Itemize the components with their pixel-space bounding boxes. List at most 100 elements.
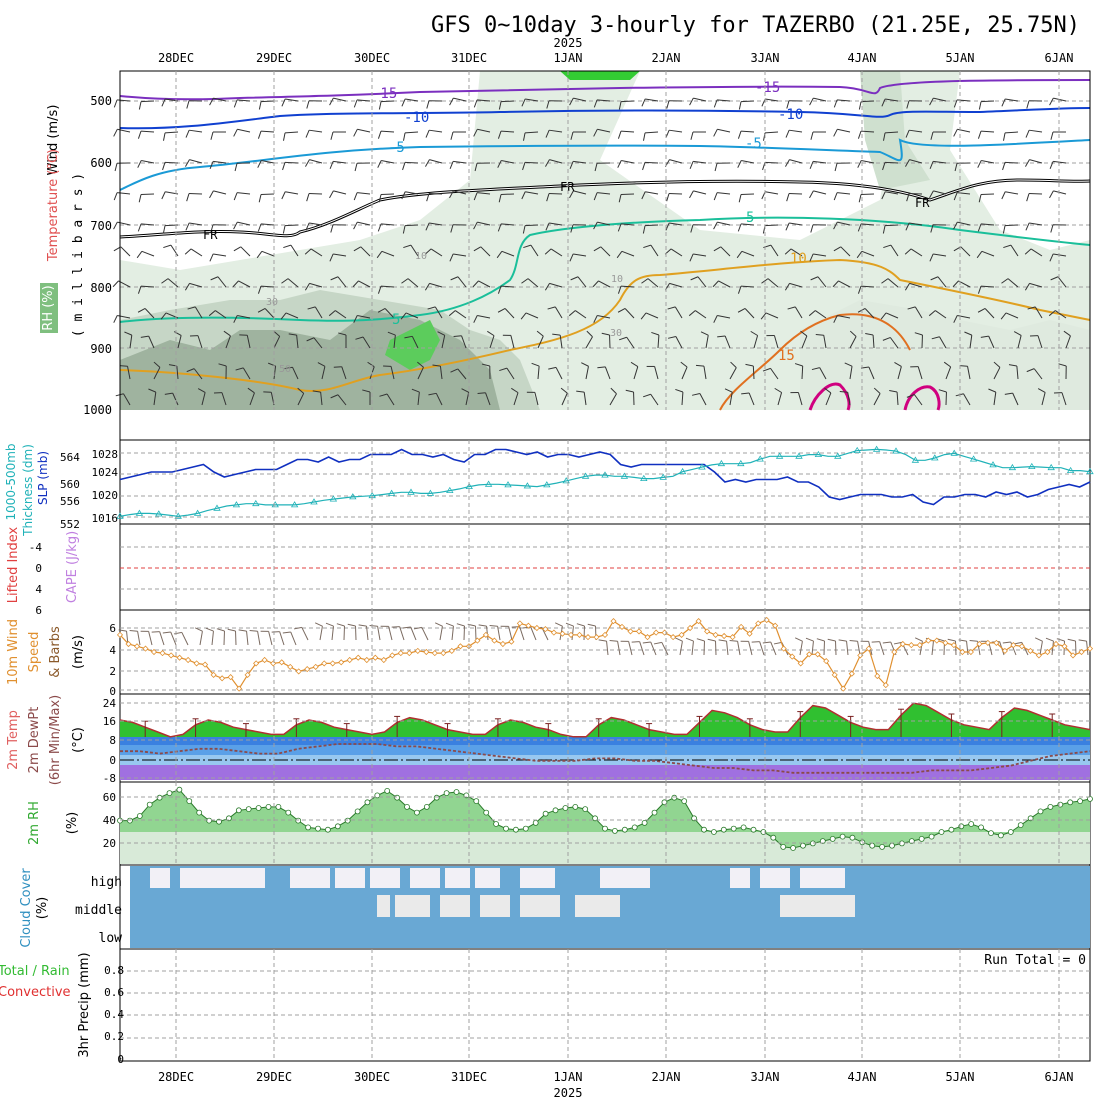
wind-barb-flag [833,221,838,230]
rh-marker [295,817,302,824]
wind-barb [439,366,443,380]
thick-tick-564: 564 [60,451,80,464]
wind-barb [524,161,539,164]
thickness-marker [329,495,338,502]
wind10-marker [670,634,677,641]
wind-barb [838,280,851,288]
wind-barb-flag [1045,637,1054,642]
rh-marker [196,809,203,816]
wind-barb-flag [197,388,206,393]
wind-barb-flag [616,251,623,259]
wind-barb-flag [499,367,508,372]
cloud-middle-gap [830,895,855,917]
wind-barb [764,161,779,164]
wind-barb-flag [376,251,383,259]
wind10-marker [797,660,804,667]
wind-barb-flag [774,387,782,393]
wind-barb [693,97,707,102]
wind-barb [969,335,973,349]
rh-marker [532,820,539,826]
wind10-marker [1035,652,1042,659]
wind-barb [1005,312,1019,319]
thickness-marker [1028,462,1036,469]
wind-barb [333,97,347,102]
wind-barb-flag [643,393,651,398]
cloud-level-high: high [91,875,122,890]
wind-barb [477,128,491,133]
wind-barb [1017,335,1022,349]
wind-barb [141,223,155,226]
date-label-bottom: 5JAN [946,1070,975,1084]
rh-marker [750,826,757,833]
wind-barb-flag [284,366,293,370]
wind-barb [301,627,309,641]
ylabel-temp2m-2: 2m DewPt [27,707,42,774]
thickness-marker [1047,463,1055,471]
wind-barb [585,336,593,349]
wind-barb [674,306,683,319]
wind-barb-flag [857,160,862,168]
rh-marker [245,806,252,812]
wind-barb-flag [569,97,574,106]
wind-barb [718,280,731,288]
wind10-marker [593,634,600,641]
w10-tick-2: 2 [109,665,116,678]
wind-barb-flag [413,626,422,630]
wind10-marker [601,631,609,638]
wind-barb [501,160,515,164]
wind10-marker [584,634,592,641]
rh-marker [800,842,806,849]
wind-barb [981,160,995,164]
wind-barb [1086,641,1089,656]
wind10-marker [1086,645,1094,652]
wind-barb [1033,368,1043,380]
wind-barb [404,131,419,134]
wind-barb [127,366,131,380]
upper-wind-barbs [112,97,1071,406]
wind-barb-flag [353,221,358,230]
wind10-marker [244,671,251,678]
wind-barb-flag [930,131,934,140]
wind-barb [872,334,875,349]
wind-barb [717,221,731,226]
wind-barb-flag [882,225,886,234]
thickness-marker [620,472,629,479]
wind-barb-flag [328,310,336,317]
rh-marker [582,806,589,812]
wind-barb [176,366,179,380]
wind-barb [333,253,347,257]
wind-barb [699,393,707,406]
wind-barb-flag [496,251,503,259]
ylabel-temp2m-4: (°C) [71,727,86,753]
pr-tick-0: 0 [117,1053,124,1066]
wind10-marker [627,628,634,635]
rh-marker [413,809,420,816]
wind-barb [981,223,995,226]
wind-barb [129,335,133,349]
wind-barb [813,253,827,257]
wind-barb [407,278,419,288]
wind-barb-flag [474,163,478,172]
wind-barb [164,131,179,134]
ylabel-mb: ( m i l l i b a r s ) [71,173,86,337]
wind-barb-flag [473,129,478,137]
rh-tick-40: 40 [103,814,116,827]
ylabel-temp: Temperature (°C) [46,149,61,262]
wind-barb-flag [425,159,430,167]
wind-barb [358,280,371,288]
label-minus10-a: -10 [404,110,429,126]
wind-barb-flag [938,389,947,393]
rh-marker [978,824,984,831]
wind-barb [246,631,249,646]
wind-barb-flag [283,132,286,141]
wind-barb [777,392,783,406]
wind-barb [705,335,709,349]
wind-barb [861,160,875,164]
wind-barb-flag [185,159,190,167]
wind-barb-flag [953,129,958,137]
wind-barb [249,392,255,406]
wind-barb [357,128,371,133]
wind-barb [457,368,467,380]
wind-barb-flag [773,641,782,645]
